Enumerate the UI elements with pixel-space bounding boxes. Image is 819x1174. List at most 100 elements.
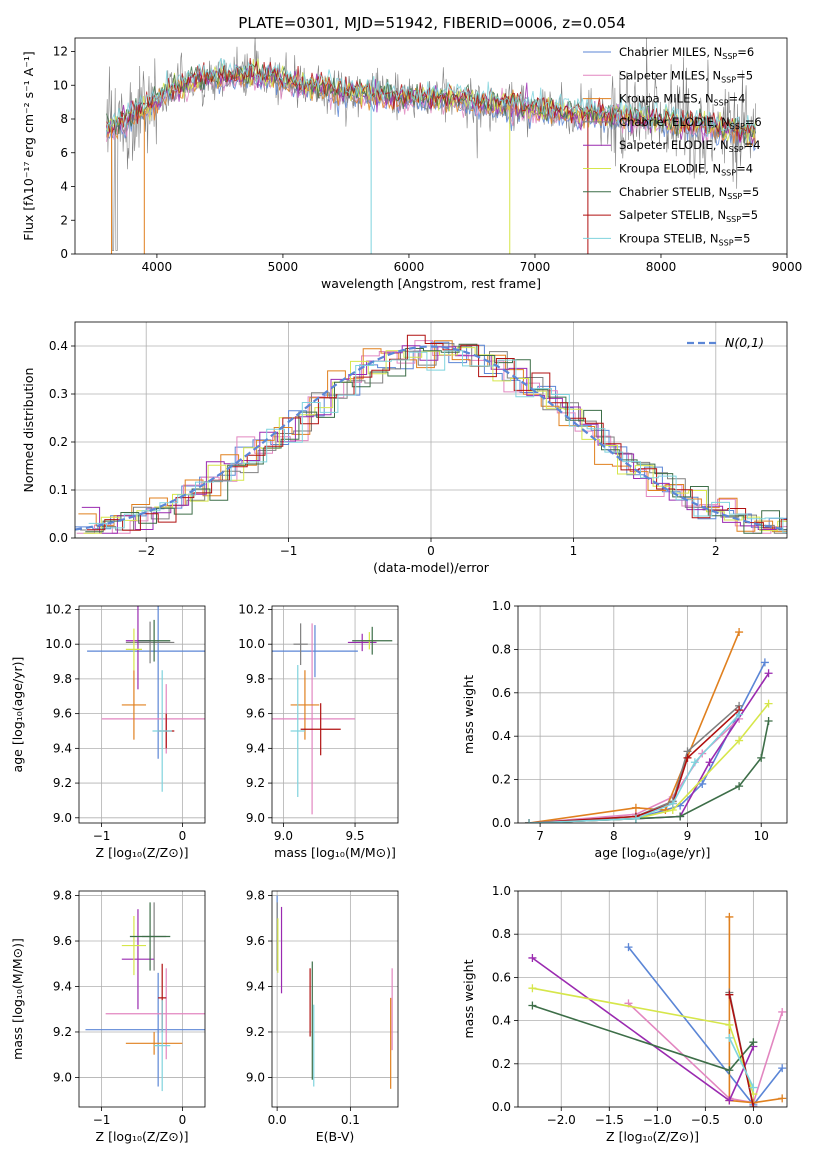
plot-area [106, 38, 756, 254]
series-line [529, 662, 766, 823]
histogram-salpeter-miles [76, 340, 787, 534]
series-line [627, 1002, 783, 1104]
y-tick-label: 0 [60, 247, 68, 261]
data-point-marker [764, 669, 773, 678]
x-tick-label: 0 [427, 544, 435, 558]
errorbar-chabrier-miles [85, 972, 205, 1087]
x-axis-label: (data-model)/error [373, 560, 490, 575]
x-tick-label: 2 [712, 544, 720, 558]
series-kroupa-miles [725, 912, 787, 1107]
age-vs-mass-panel: 9.0 9.5 9.0 9.2 9.4 9.6 9.8 10.0 10.2 mass [log₁₀… [238, 602, 399, 860]
errorbar-kroupa-stelib [152, 670, 172, 792]
y-tick-label: 9.2 [246, 776, 265, 790]
x-tick-label: 0 [179, 829, 187, 843]
data-point-marker [668, 799, 677, 808]
y-tick-label: 6 [60, 146, 68, 160]
x-tick-label: 9 [684, 829, 692, 843]
x-tick-label: 9000 [772, 260, 803, 274]
y-tick-label: 9.0 [53, 811, 72, 825]
errorbar-salpeter-miles [105, 968, 205, 1060]
data-point-marker [725, 1033, 734, 1042]
axes-frame [78, 605, 206, 824]
legend-label-kroupa-elodie: Kroupa ELODIE, NSSP=4 [619, 162, 753, 178]
axes: 7 8 9 10 0.0 0.2 0.4 0.6 0.8 1.0 age [log₁₀(age/yr… [461, 599, 788, 860]
y-tick-label: 9.2 [53, 1025, 72, 1039]
series-line [728, 916, 783, 1104]
errorbar-kroupa-stelib [154, 1000, 171, 1092]
errorbar-kroupa-elodie [121, 916, 147, 976]
mass-vs-metallicity-panel: −1 0 9.0 9.2 9.4 9.6 9.8 Z [log₁₀(Z/Z⊙)] mass [l… [10, 889, 206, 1144]
model-spectrum-chabrier-stelib [106, 61, 756, 144]
series-kroupa-stelib [725, 1033, 758, 1092]
x-tick-label: 0.1 [341, 1113, 360, 1127]
y-tick-label: 9.8 [53, 672, 72, 686]
errorbar-salpeter-miles [272, 623, 356, 815]
y-tick-label: 9.6 [246, 707, 265, 721]
legend-label-chabrier-elodie: Chabrier ELODIE, NSSP=6 [619, 115, 762, 131]
y-tick-label: 2 [60, 213, 68, 227]
histogram-chabrier-stelib [85, 343, 787, 534]
axes-frame [74, 37, 788, 255]
data-point-marker [676, 812, 685, 821]
errorbar-kroupa-elodie [125, 628, 142, 671]
y-tick-label: 0.0 [492, 816, 511, 830]
y-tick-label: 9.4 [53, 741, 72, 755]
mass-weight-vs-age-panel: 7 8 9 10 0.0 0.2 0.4 0.6 0.8 1.0 age [log₁₀(age/yr… [461, 599, 788, 860]
y-tick-label: 9.6 [246, 934, 265, 948]
y-tick-label: 0.2 [492, 773, 511, 787]
x-tick-label: −1 [280, 544, 298, 558]
legend-label-salpeter-miles: Salpeter MILES, NSSP=5 [619, 68, 753, 84]
axes-frame [74, 321, 788, 539]
series-line [529, 713, 740, 823]
x-tick-label: 0.0 [268, 1113, 287, 1127]
data-point-marker [725, 1066, 734, 1075]
errorbar-kroupa-miles [121, 670, 147, 740]
y-tick-label: 0.0 [49, 531, 68, 545]
grid [79, 891, 205, 1107]
y-tick-label: 9.8 [246, 889, 265, 903]
x-axis-label: age [log₁₀(age/yr)] [595, 845, 711, 860]
y-tick-label: 1.0 [492, 599, 511, 613]
data-point-marker [631, 814, 640, 823]
legend-label-salpeter-stelib: Salpeter STELIB, NSSP=5 [619, 208, 758, 224]
y-tick-label: 9.0 [246, 1070, 265, 1084]
y-axis-label: mass [log₁₀(M/M⊙)] [10, 938, 25, 1060]
data-point-marker [778, 1094, 787, 1103]
y-tick-label: 0.2 [492, 1057, 511, 1071]
x-axis-label: wavelength [Angstrom, rest frame] [321, 276, 541, 291]
histogram-kroupa-stelib [88, 350, 787, 533]
x-tick-label: 8 [610, 829, 618, 843]
y-tick-label: 0.8 [492, 927, 511, 941]
x-tick-label: 8000 [646, 260, 677, 274]
plot-area [528, 912, 787, 1107]
series-salpeter-elodie [528, 953, 758, 1105]
x-tick-label: 10 [754, 829, 769, 843]
y-tick-label: 0.3 [49, 387, 68, 401]
data-point-marker [735, 782, 744, 791]
errorbar-kroupa-stelib [290, 665, 305, 797]
axes: 0.0 0.1 9.0 9.2 9.4 9.6 9.8 E(B-V) [246, 889, 399, 1144]
x-tick-label: −2.0 [547, 1113, 576, 1127]
data-point-marker [749, 1103, 758, 1107]
data-point-marker [725, 1096, 734, 1105]
series-kroupa-stelib [525, 710, 744, 823]
x-axis-label: mass [log₁₀(M/M⊙)] [274, 845, 396, 860]
plot-area [85, 902, 205, 1092]
mass-vs-ebv-panel: 0.0 0.1 9.0 9.2 9.4 9.6 9.8 E(B-V) [246, 889, 399, 1144]
y-tick-label: 10.2 [45, 602, 72, 616]
grid [79, 606, 205, 823]
y-tick-label: 9.6 [53, 934, 72, 948]
legend-label-kroupa-miles: Kroupa MILES, NSSP=4 [619, 92, 745, 108]
plot-area [75, 334, 787, 534]
grid [272, 891, 398, 1107]
errorbar-chabrier-miles [87, 606, 205, 759]
model-spectrum-kroupa-stelib [106, 58, 756, 137]
y-tick-label: 0.4 [492, 729, 511, 743]
histogram-salpeter-elodie [81, 345, 787, 534]
spectrum-panel: 4000 5000 6000 7000 8000 9000 0 2 4 6 8 10 12 wavelen… [21, 37, 802, 291]
series-salpeter-stelib [725, 990, 758, 1107]
y-tick-label: 0.8 [492, 642, 511, 656]
y-tick-label: 0.1 [49, 483, 68, 497]
y-tick-label: 0.0 [492, 1100, 511, 1114]
